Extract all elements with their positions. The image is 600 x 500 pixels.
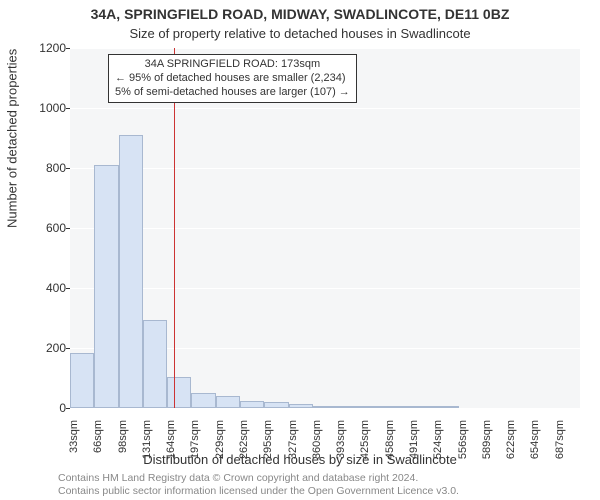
y-tick-mark — [66, 108, 70, 109]
gridline — [70, 408, 580, 409]
histogram-bar — [216, 396, 240, 408]
y-tick-mark — [66, 288, 70, 289]
histogram-bar — [410, 406, 434, 408]
histogram-bar — [240, 401, 264, 409]
histogram-bar — [167, 377, 191, 409]
histogram-bar — [94, 165, 118, 408]
y-tick-mark — [66, 408, 70, 409]
histogram-bar — [313, 406, 337, 408]
annotation-line1: 34A SPRINGFIELD ROAD: 173sqm — [115, 58, 350, 72]
y-tick-label: 0 — [6, 401, 66, 415]
y-tick-mark — [66, 348, 70, 349]
histogram-bar — [191, 393, 215, 408]
footer-line2: Contains public sector information licen… — [58, 485, 459, 497]
y-tick-label: 1000 — [6, 101, 66, 115]
y-tick-label: 200 — [6, 341, 66, 355]
histogram-bar — [70, 353, 94, 409]
y-tick-label: 1200 — [6, 41, 66, 55]
histogram-bar — [289, 404, 313, 408]
gridline — [70, 288, 580, 289]
annotation-line3: 5% of semi-detached houses are larger (1… — [115, 86, 350, 100]
histogram-bar — [264, 402, 288, 408]
x-axis-label: Distribution of detached houses by size … — [0, 452, 600, 467]
title-address: 34A, SPRINGFIELD ROAD, MIDWAY, SWADLINCO… — [0, 6, 600, 22]
y-axis-label: Number of detached properties — [5, 49, 20, 228]
histogram-bar — [386, 406, 410, 408]
title-subtitle: Size of property relative to detached ho… — [0, 26, 600, 41]
histogram-bar — [434, 406, 458, 408]
chart-container: 34A, SPRINGFIELD ROAD, MIDWAY, SWADLINCO… — [0, 0, 600, 500]
annotation-box: 34A SPRINGFIELD ROAD: 173sqm ← 95% of de… — [108, 54, 357, 103]
histogram-bar — [119, 135, 143, 408]
y-tick-label: 800 — [6, 161, 66, 175]
histogram-bar — [143, 320, 167, 409]
histogram-bar — [361, 406, 385, 408]
gridline — [70, 108, 580, 109]
y-tick-mark — [66, 48, 70, 49]
gridline — [70, 168, 580, 169]
y-tick-mark — [66, 168, 70, 169]
gridline — [70, 48, 580, 49]
histogram-bar — [337, 406, 361, 408]
gridline — [70, 228, 580, 229]
annotation-line2: ← 95% of detached houses are smaller (2,… — [115, 72, 350, 86]
y-tick-mark — [66, 228, 70, 229]
footer-line1: Contains HM Land Registry data © Crown c… — [58, 472, 418, 484]
y-tick-label: 400 — [6, 281, 66, 295]
y-tick-label: 600 — [6, 221, 66, 235]
